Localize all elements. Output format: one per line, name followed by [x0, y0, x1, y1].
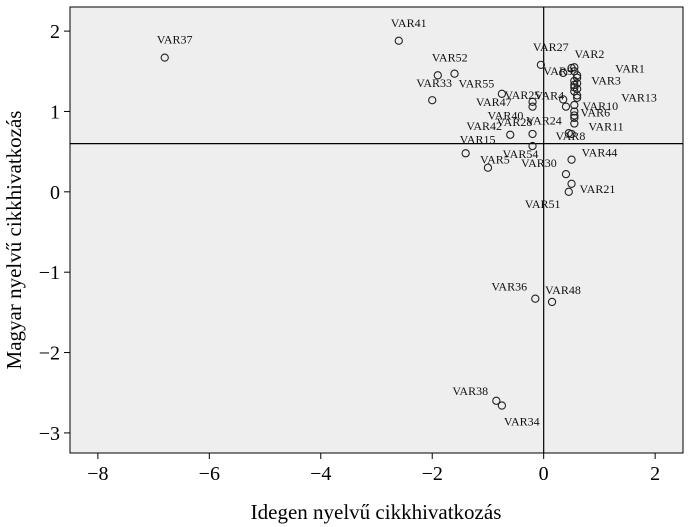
point-label: VAR48: [545, 283, 581, 297]
point-label: VAR13: [621, 90, 657, 104]
data-point: [567, 155, 576, 164]
point-label: VAR28: [497, 115, 533, 129]
y-tick-label: −2: [39, 343, 60, 365]
data-point: [483, 163, 493, 172]
point-label: VAR8: [556, 129, 586, 143]
point-label: VAR51: [525, 197, 561, 211]
data-point: [570, 119, 579, 128]
data-point: [492, 396, 501, 405]
point-label: VAR15: [460, 132, 496, 146]
point-label: VAR24: [526, 114, 562, 128]
point-label: VAR21: [580, 182, 616, 196]
data-point: [567, 179, 576, 188]
y-tick-label: 1: [50, 101, 60, 123]
y-tick-label: −3: [39, 423, 60, 445]
point-label: VAR3: [591, 73, 621, 87]
data-point: [450, 69, 459, 78]
data-point: [572, 93, 582, 102]
x-tick-label: −4: [310, 463, 331, 485]
data-points: [160, 36, 582, 410]
y-axis-title: Magyar nyelvű cikkhivatkozás: [2, 111, 26, 370]
point-label: VAR9: [543, 64, 573, 78]
data-point: [528, 97, 537, 106]
point-label: VAR37: [157, 33, 193, 47]
data-point: [528, 129, 537, 139]
y-tick-label: 0: [50, 182, 60, 204]
data-point: [547, 297, 557, 307]
data-point: [570, 107, 579, 116]
point-label: VAR41: [391, 16, 427, 30]
data-point: [561, 169, 571, 179]
data-point: [433, 71, 442, 80]
x-tick-label: 0: [539, 463, 549, 485]
data-point: [160, 53, 169, 62]
point-label: VAR4: [534, 88, 564, 102]
point-label: VAR25: [505, 88, 541, 102]
data-point: [528, 141, 537, 151]
data-point: [570, 76, 579, 86]
data-point: [570, 63, 579, 72]
data-point: [561, 102, 571, 111]
point-label: VAR2: [575, 47, 605, 61]
y-tick-label: 2: [50, 21, 60, 43]
data-point: [394, 36, 403, 45]
y-axis: −3 −2 −1 0 1 2: [39, 21, 70, 445]
x-axis: −8 −6 −4 −2 0 2: [87, 453, 660, 485]
data-point: [506, 130, 515, 139]
data-point: [497, 401, 507, 410]
data-point: [528, 102, 537, 111]
plot-area: [69, 6, 684, 454]
data-point: [428, 96, 437, 105]
point-label: VAR33: [416, 76, 452, 90]
point-label: VAR42: [466, 119, 502, 133]
point-label: VAR44: [582, 146, 618, 160]
point-label: VAR38: [452, 384, 488, 398]
data-point: [497, 89, 507, 98]
point-label: VAR5: [480, 153, 510, 167]
point-label: VAR55: [459, 77, 495, 91]
data-point: [559, 68, 568, 78]
x-tick-label: −6: [199, 463, 220, 485]
data-point: [564, 187, 573, 196]
data-point: [531, 294, 540, 303]
point-label: VAR11: [588, 120, 623, 134]
point-label: VAR27: [533, 40, 569, 54]
point-label: VAR1: [615, 61, 645, 75]
point-label: VAR36: [491, 280, 527, 294]
data-point: [570, 111, 579, 120]
x-tick-label: −2: [422, 463, 443, 485]
data-point: [572, 84, 582, 94]
data-point: [461, 149, 470, 158]
x-tick-label: 2: [650, 463, 660, 485]
data-point: [564, 129, 573, 138]
reference-lines: [70, 7, 683, 453]
point-label: VAR6: [580, 105, 610, 119]
data-point: [559, 95, 568, 104]
data-point: [536, 60, 546, 70]
data-point: [570, 113, 579, 123]
point-label: VAR47: [476, 95, 512, 109]
y-tick-label: −1: [39, 262, 60, 284]
data-point: [570, 100, 579, 110]
point-label: VAR54: [503, 147, 539, 161]
point-label: VAR52: [432, 50, 468, 64]
point-label: VAR10: [582, 99, 618, 113]
x-axis-title: Idegen nyelvű cikkhivatkozás: [251, 500, 502, 524]
x-tick-label: −8: [87, 463, 108, 485]
point-label: VAR30: [521, 156, 557, 170]
point-label: VAR34: [504, 415, 540, 429]
point-label: VAR40: [488, 109, 524, 123]
